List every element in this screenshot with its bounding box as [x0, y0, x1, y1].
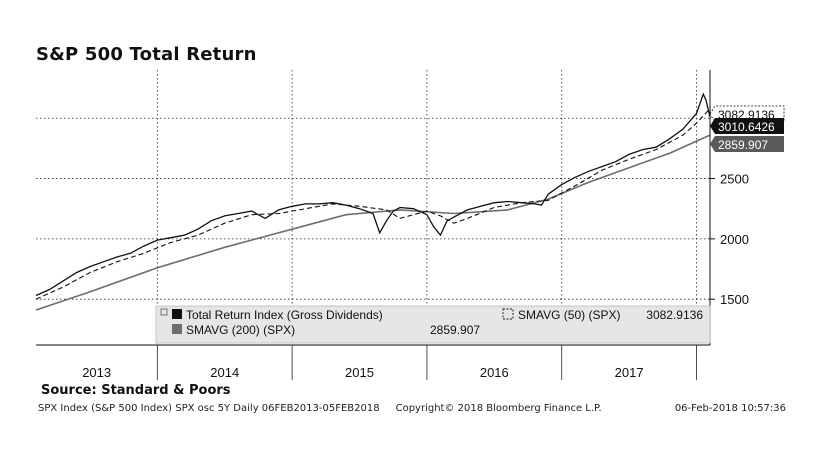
- axis-layer: 1500 2000 2500 2013 2014 2015 2016 2017: [36, 70, 749, 380]
- value-label-black: 3010.6426: [710, 118, 784, 134]
- legend-value-sma200: 2859.907: [430, 323, 480, 337]
- x-tick-label: 2013: [82, 365, 111, 380]
- sma200-line: [35, 134, 711, 311]
- legend-swatch-sma200: [172, 324, 182, 334]
- footer-timestamp: 06-Feb-2018 10:57:36: [674, 403, 786, 414]
- legend-label-sma200: SMAVG (200) (SPX): [186, 323, 295, 337]
- legend-swatch-total-return: [172, 309, 182, 319]
- footer: SPX Index (S&P 500 Index) SPX osc 5Y Dai…: [38, 403, 786, 414]
- y-tick-label: 1500: [720, 292, 749, 307]
- x-tick-label: 2017: [615, 365, 644, 380]
- sma50-line: [35, 108, 711, 300]
- y-tick-label: 2500: [720, 172, 749, 187]
- legend: Total Return Index (Gross Dividends) SMAV…: [155, 305, 711, 344]
- value-label-box: [710, 118, 784, 134]
- y-tick-label: 2000: [720, 232, 749, 247]
- legend-label-sma50: SMAVG (50) (SPX): [518, 308, 620, 322]
- chart-title: S&P 500 Total Return: [36, 44, 257, 65]
- footer-ticker-info: SPX Index (S&P 500 Index) SPX osc 5Y Dai…: [38, 403, 380, 414]
- source-note: Source: Standard & Poors: [41, 383, 231, 398]
- grid-layer: [36, 70, 710, 380]
- value-label-box: [710, 136, 784, 152]
- legend-box: [155, 305, 711, 344]
- legend-swatch-sma50: [502, 308, 514, 320]
- legend-pin-icon: [160, 308, 168, 316]
- total-return-line: [35, 92, 711, 297]
- value-label-gray: 2859.907: [710, 136, 784, 152]
- x-tick-label: 2015: [345, 365, 374, 380]
- value-label-text: 3010.6426: [718, 120, 775, 134]
- legend-label-total-return: Total Return Index (Gross Dividends): [186, 308, 383, 322]
- series-layer: [35, 92, 711, 311]
- legend-value-sma50: 3082.9136: [646, 308, 703, 322]
- chart-frame: [33, 40, 788, 425]
- x-tick-label: 2014: [210, 365, 239, 380]
- footer-copyright: Copyright© 2018 Bloomberg Finance L.P.: [395, 403, 602, 414]
- value-label-text: 2859.907: [718, 138, 768, 152]
- x-tick-label: 2016: [480, 365, 509, 380]
